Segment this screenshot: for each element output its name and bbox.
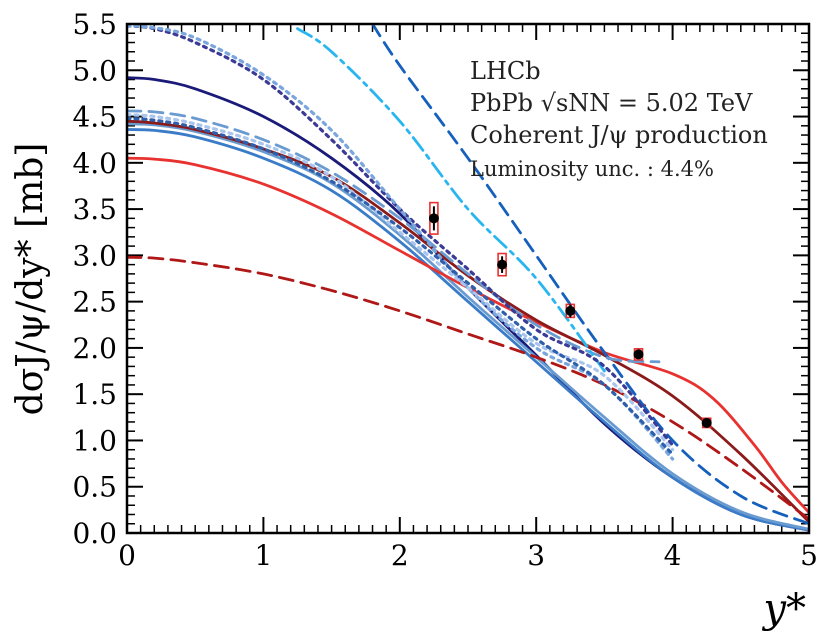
- tick-labels: 0 1 2 3 4 5 0.0 0.5 1.0 1.5 2.0 2.5 3.0 3.5 4.0 4.5 5.0 5…: [72, 8, 817, 572]
- data-point: [497, 259, 508, 270]
- series-line-model-4: [127, 156, 809, 514]
- series-line-model-13: [127, 116, 675, 456]
- y-axis-title: dσJ/ψ/dy* [mb]: [10, 143, 51, 416]
- series-line-model-3: [127, 122, 809, 531]
- series-line-model-6: [127, 255, 809, 521]
- annotation-experiment: LHCb: [470, 57, 541, 85]
- y-tick-label: 4.0: [72, 147, 117, 180]
- series-line-model-8: [127, 109, 661, 364]
- data-point: [701, 417, 712, 428]
- annotation-process: Coherent J/ψ production: [470, 121, 768, 149]
- y-tick-label: 3.0: [72, 239, 117, 272]
- series-line-model-12: [127, 113, 675, 452]
- series-line-model-9: [296, 27, 606, 373]
- y-tick-label: 2.5: [72, 286, 117, 319]
- data-point: [428, 213, 439, 224]
- annotation-luminosity: Luminosity unc. : 4.4%: [470, 157, 714, 181]
- y-tick-label: 0.0: [72, 517, 117, 550]
- data-point: [565, 305, 576, 316]
- series-line-model-10: [127, 24, 675, 447]
- series-line-model-2: [127, 128, 809, 532]
- x-tick-label: 2: [391, 539, 409, 572]
- annotation-collision: PbPb √sNN = 5.02 TeV: [470, 89, 753, 117]
- x-tick-label: 4: [664, 539, 682, 572]
- data-points-layer: [428, 201, 712, 429]
- x-axis-title: y*: [761, 586, 806, 632]
- x-tick-label: 1: [254, 539, 272, 572]
- x-tick-label: 3: [527, 539, 545, 572]
- plot-frame: [125, 22, 811, 535]
- series-line-model-5: [127, 119, 809, 524]
- y-tick-label: 2.0: [72, 332, 117, 365]
- y-tick-label: 5.5: [72, 8, 117, 41]
- y-tick-label: 1.5: [72, 378, 117, 411]
- x-tick-label: 0: [118, 539, 136, 572]
- x-tick-label: 5: [800, 539, 818, 572]
- y-tick-label: 4.5: [72, 101, 117, 134]
- y-tick-label: 5.0: [72, 54, 117, 87]
- y-tick-label: 3.5: [72, 193, 117, 226]
- data-point: [633, 349, 644, 360]
- y-tick-label: 0.5: [72, 471, 117, 504]
- series-line-model-11: [127, 24, 675, 461]
- y-tick-label: 1.0: [72, 424, 117, 457]
